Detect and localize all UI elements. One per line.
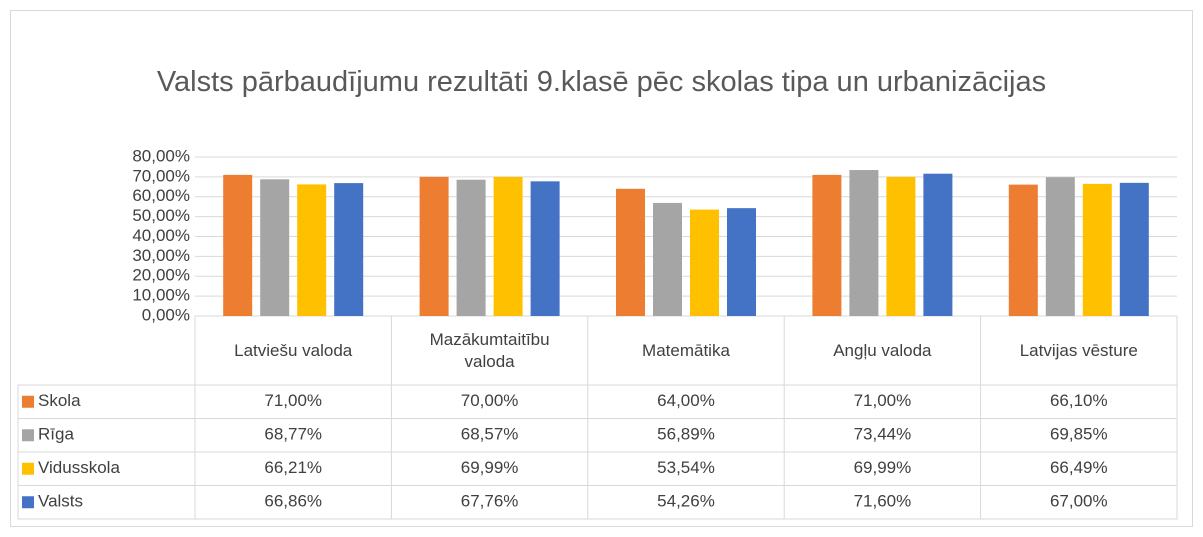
legend-swatch [22, 429, 34, 442]
title-box: Valsts pārbaudījumu rezultāti 9.klasē pē… [156, 66, 1047, 98]
table-value: 56,89% [657, 425, 715, 444]
bar [923, 173, 953, 316]
table-value: 71,00% [854, 391, 912, 410]
y-tick-label: 30,00% [132, 246, 190, 265]
table-value: 67,76% [461, 492, 519, 511]
x-tick-label: Latvijas vēsture [1019, 340, 1138, 360]
category-cell: Matemātika [642, 340, 730, 360]
bar [260, 179, 290, 316]
bar [493, 176, 523, 316]
y-tick-label: 60,00% [132, 186, 190, 205]
table-value: 69,99% [461, 458, 519, 477]
y-tick-label: 50,00% [132, 206, 190, 225]
bar [812, 174, 842, 316]
category-cell: Latvijas vēsture [1019, 340, 1138, 360]
table-value: 66,21% [264, 458, 322, 477]
legend-swatch [22, 496, 34, 509]
y-tick-label: 70,00% [132, 166, 190, 185]
y-tick-label: 0,00% [142, 305, 190, 324]
x-tick-label: Mazākumtaitību valoda [429, 330, 550, 371]
y-tick-label: 40,00% [132, 226, 190, 245]
bar [886, 176, 916, 316]
table-value: 68,77% [264, 425, 322, 444]
bar [616, 188, 645, 316]
bar [334, 183, 364, 316]
legend-swatch [22, 462, 34, 475]
table-value: 64,00% [657, 391, 715, 410]
table-value: 70,00% [461, 391, 519, 410]
bar [1008, 184, 1038, 316]
bar [1119, 182, 1149, 316]
bar [456, 179, 486, 316]
table-value: 67,00% [1050, 492, 1108, 511]
table-value: 66,10% [1050, 391, 1108, 410]
bar [849, 170, 879, 316]
table-value: 68,57% [461, 425, 519, 444]
y-tick-label: 20,00% [132, 266, 190, 285]
legend-label: Valsts [38, 492, 83, 511]
category-cell: Angļu valoda [833, 340, 932, 360]
legend-swatch [22, 395, 34, 408]
table-value: 71,00% [264, 391, 322, 410]
bar [530, 181, 560, 316]
bar [297, 184, 327, 316]
chart-title: Valsts pārbaudījumu rezultāti 9.klasē pē… [156, 66, 1047, 98]
table-value: 53,54% [657, 458, 715, 477]
bar [727, 208, 756, 316]
table-value: 54,26% [657, 492, 715, 511]
bar [223, 174, 253, 316]
table-value: 66,86% [264, 492, 322, 511]
table-value: 66,49% [1050, 458, 1108, 477]
table-value: 69,99% [854, 458, 912, 477]
table-value: 69,85% [1050, 425, 1108, 444]
category-cell: Mazākumtaitību valoda [429, 330, 550, 371]
legend-label: Vidusskola [38, 458, 120, 477]
category-cell: Latviešu valoda [234, 340, 353, 360]
x-tick-label: Latviešu valoda [234, 340, 353, 360]
bar [1045, 177, 1075, 316]
legend-label: Rīga [38, 425, 74, 444]
bar [690, 209, 719, 316]
y-tick-label: 10,00% [132, 286, 190, 305]
bar [1082, 183, 1112, 316]
y-tick-label: 80,00% [132, 146, 190, 165]
bar [653, 202, 682, 316]
chart-border [10, 10, 1193, 527]
table-value: 71,60% [854, 492, 912, 511]
legend-label: Skola [38, 391, 81, 410]
table-value: 73,44% [854, 425, 912, 444]
bar [419, 176, 449, 316]
x-tick-label: Matemātika [642, 340, 730, 360]
x-tick-label: Angļu valoda [833, 340, 932, 360]
